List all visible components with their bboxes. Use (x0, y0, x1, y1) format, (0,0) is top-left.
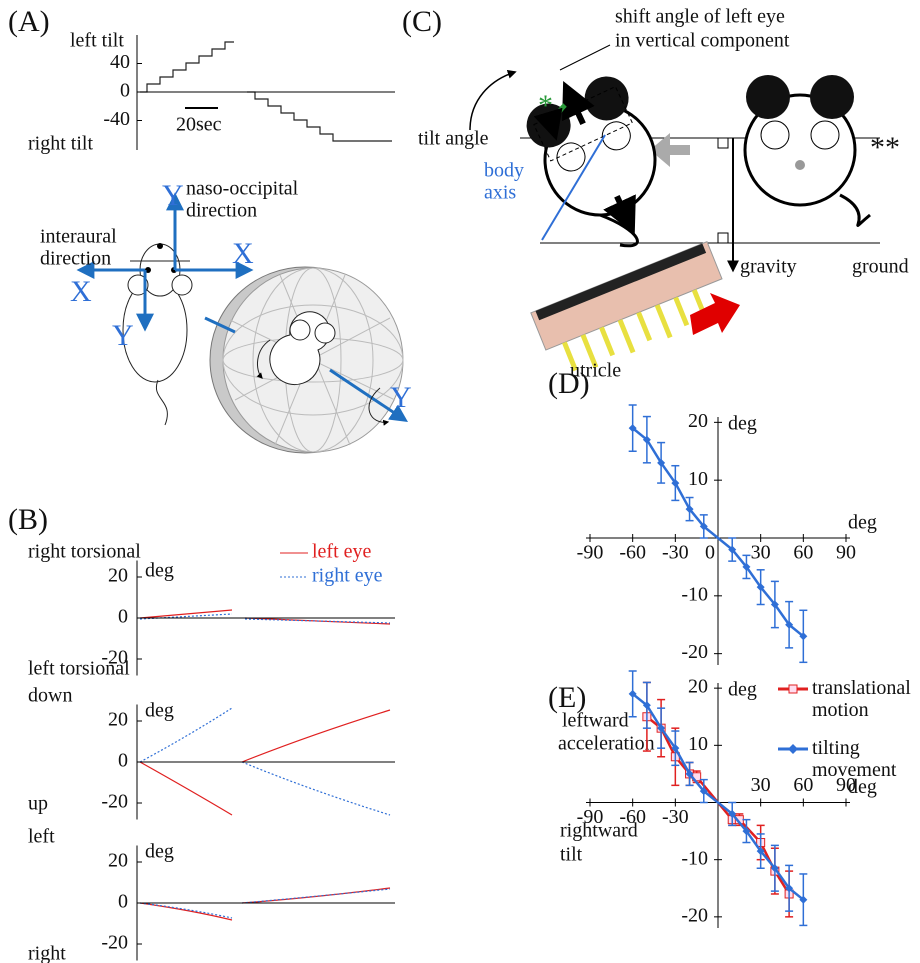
x-tick-label: 30 (751, 774, 771, 796)
x-tick-label: 0 (705, 542, 715, 564)
annotation: leftward (562, 710, 629, 732)
axis-caption: direction (40, 248, 111, 270)
x-tick-label: 60 (793, 774, 813, 796)
eye-traces (140, 610, 390, 920)
y-tick-label: 40 (110, 51, 130, 73)
axis-caption: direction (186, 200, 257, 222)
annotation: acceleration (558, 733, 655, 755)
y-tick-label: 0 (118, 891, 128, 913)
y-tick-label: 10 (688, 468, 708, 490)
legend-label: translational motion (812, 677, 912, 721)
y-tick-label: -20 (681, 904, 708, 926)
x-tick-label: -30 (662, 806, 689, 828)
y-tick-label: -20 (681, 641, 708, 663)
legend-marker (788, 744, 798, 754)
y-tick-label: 20 (688, 410, 708, 432)
scale-label: 20sec (176, 114, 222, 136)
y-tick-label: -10 (681, 583, 708, 605)
unit-label: deg (145, 841, 174, 863)
x-tick-label: 30 (751, 542, 771, 564)
axis-name: Y (112, 319, 134, 352)
tilt-diagram (470, 45, 880, 382)
axis-unit: deg (728, 679, 757, 701)
y-tick-label: 0 (118, 606, 128, 628)
y-tick-label: -20 (101, 932, 128, 954)
x-tick-label: 60 (793, 542, 813, 564)
axis-label: left tilt (70, 30, 124, 52)
axis-label: left torsional (28, 658, 130, 680)
annotation: in vertical component (615, 30, 790, 52)
axis-label: left (28, 826, 55, 848)
legend-label: left eye (312, 541, 372, 563)
x-tick-label: -60 (619, 806, 646, 828)
axis-label: up (28, 793, 48, 815)
panel-label: (B) (8, 503, 48, 536)
figure-canvas: (A) (B) (C) (D) (E) 20sec left tilt righ… (0, 0, 920, 963)
annotation: tilt (560, 844, 583, 866)
annotation: body (484, 160, 524, 182)
y-tick-label: 10 (688, 733, 708, 755)
annotation: * (538, 89, 553, 122)
axis-name: Y (162, 179, 184, 212)
y-tick-label: 20 (108, 709, 128, 731)
axis-caption: naso-occipital (186, 178, 299, 200)
annotation: axis (484, 182, 516, 204)
annotation: ground (852, 256, 909, 278)
annotation: utricle (570, 360, 621, 382)
legend-label: right eye (312, 565, 383, 587)
axis-label: right (28, 943, 66, 963)
annotation: ** (870, 131, 900, 164)
unit-label: deg (145, 560, 174, 582)
x-tick-label: -90 (577, 542, 604, 564)
panel-label: (A) (8, 5, 50, 38)
axis-unit: deg (848, 512, 877, 534)
y-tick-label: -20 (101, 791, 128, 813)
axis-label: right torsional (28, 541, 141, 563)
y-tick-label: 0 (118, 750, 128, 772)
y-tick-label: -40 (103, 108, 130, 130)
annotation: gravity (740, 256, 797, 278)
axis-label: down (28, 685, 72, 707)
axis-name: Y (390, 381, 412, 414)
figure: (A) (B) (C) (D) (E) 20sec left tilt righ… (0, 0, 920, 963)
x-tick-label: 90 (836, 542, 856, 564)
y-tick-label: -10 (681, 847, 708, 869)
y-tick-label: 20 (108, 565, 128, 587)
axis-unit: deg (728, 413, 757, 435)
annotation: shift angle of left eye (615, 6, 785, 28)
y-tick-label: 20 (108, 850, 128, 872)
legend-label: tilting movement (812, 737, 912, 781)
x-tick-label: -90 (577, 806, 604, 828)
y-tick-label: 20 (688, 676, 708, 698)
axis-caption: interaural (40, 226, 117, 248)
axis-name: X (232, 237, 254, 270)
x-tick-label: -30 (662, 542, 689, 564)
annotation: tilt angle (418, 128, 489, 150)
panel-label: (C) (402, 5, 442, 38)
x-tick-label: -60 (619, 542, 646, 564)
legend-marker (789, 685, 797, 693)
axis-label: right tilt (28, 133, 93, 155)
y-tick-label: 0 (120, 80, 130, 102)
unit-label: deg (145, 700, 174, 722)
axis-name: X (70, 275, 92, 308)
